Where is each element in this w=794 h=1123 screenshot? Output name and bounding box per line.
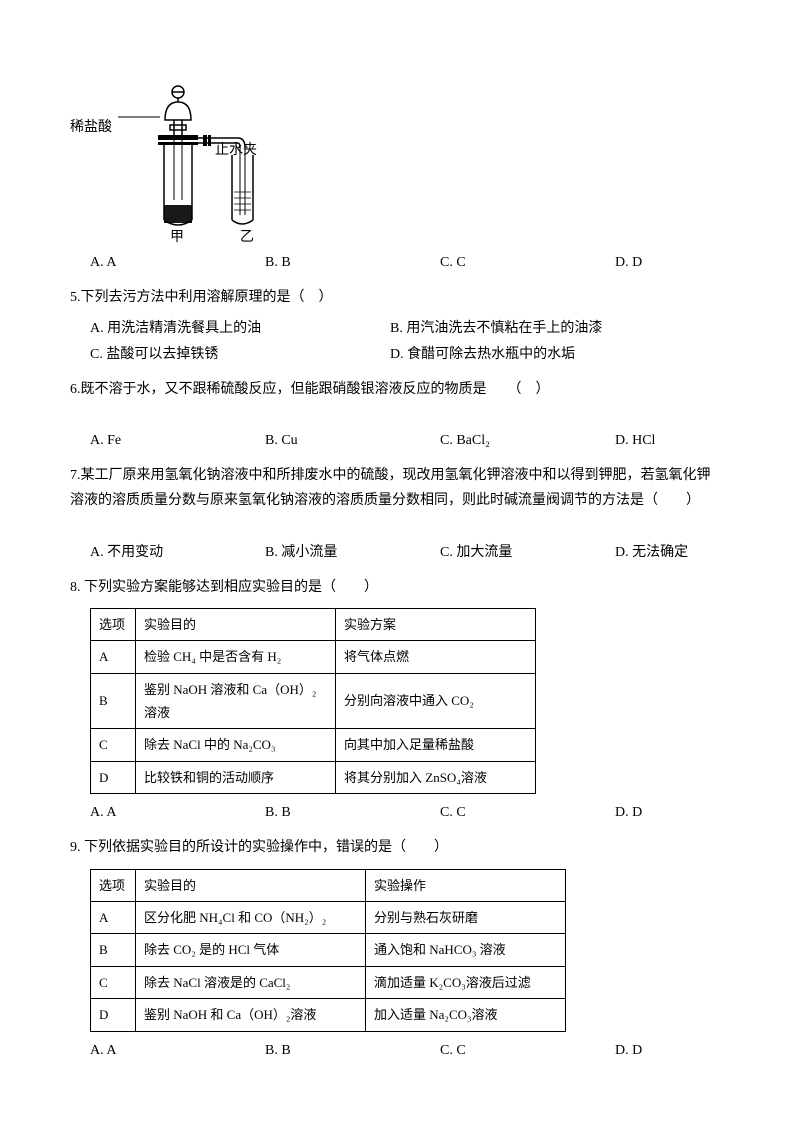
- label-yi: 乙: [240, 225, 254, 250]
- label-dilute-hcl: 稀盐酸: [70, 115, 112, 140]
- choice-b: B. B: [265, 250, 440, 275]
- q8-text: 8. 下列实验方案能够达到相应实验目的是（ ）: [70, 575, 724, 600]
- cell-opt: B: [91, 673, 136, 729]
- cell-method: 将其分别加入 ZnSO₄溶液: [336, 761, 536, 793]
- q9-table: 选项 实验目的 实验操作 A 区分化肥 NH₄Cl 和 CO（NH₂）₂ 分别与…: [90, 869, 566, 1032]
- cell-method: 向其中加入足量稀盐酸: [336, 729, 536, 761]
- cell-opt: A: [91, 901, 136, 933]
- cell-opt: B: [91, 934, 136, 966]
- header-purpose: 实验目的: [136, 869, 366, 901]
- cell-purpose: 除去 NaCl 溶液是的 CaCl₂: [136, 966, 366, 998]
- table-row: B 鉴别 NaOH 溶液和 Ca（OH）₂溶液 分别向溶液中通入 CO₂: [91, 673, 536, 729]
- cell-method: 分别与熟石灰研磨: [366, 901, 566, 933]
- choice-a: A. A: [90, 250, 265, 275]
- cell-method: 将气体点燃: [336, 641, 536, 673]
- cell-opt: D: [91, 999, 136, 1031]
- choice-c: C. C: [440, 800, 615, 825]
- apparatus-svg: [110, 80, 290, 240]
- cell-opt: C: [91, 966, 136, 998]
- question-5: 5.下列去污方法中利用溶解原理的是（ ） A. 用洗洁精清洗餐具上的油 B. 用…: [70, 285, 724, 367]
- header-purpose: 实验目的: [136, 608, 336, 640]
- table-row: C 除去 NaCl 溶液是的 CaCl₂ 滴加适量 K₂CO₃溶液后过滤: [91, 966, 566, 998]
- choice-c: C. C: [440, 1038, 615, 1063]
- choice-b: B. B: [265, 1038, 440, 1063]
- q8-table: 选项 实验目的 实验方案 A 检验 CH₄ 中是否含有 H₂ 将气体点燃 B 鉴…: [90, 608, 536, 794]
- q5-opt-a: A. 用洗洁精清洗餐具上的油: [90, 316, 390, 341]
- label-water-clip: 止水夹: [215, 138, 257, 163]
- cell-purpose: 区分化肥 NH₄Cl 和 CO（NH₂）₂: [136, 901, 366, 933]
- q6-text: 6.既不溶于水，又不跟稀硫酸反应，但能跟硝酸银溶液反应的物质是 （ ）: [70, 377, 724, 402]
- q5-opt-c: C. 盐酸可以去掉铁锈: [90, 342, 390, 367]
- choice-a: A. A: [90, 800, 265, 825]
- header-method: 实验方案: [336, 608, 536, 640]
- table-row: B 除去 CO₂ 是的 HCl 气体 通入饱和 NaHCO₃ 溶液: [91, 934, 566, 966]
- choice-c: C. C: [440, 250, 615, 275]
- table-row: 选项 实验目的 实验方案: [91, 608, 536, 640]
- cell-opt: A: [91, 641, 136, 673]
- choice-d: D. D: [615, 800, 735, 825]
- q6-opt-d: D. HCl: [615, 428, 735, 453]
- table-row: 选项 实验目的 实验操作: [91, 869, 566, 901]
- choice-b: B. B: [265, 800, 440, 825]
- table-row: D 鉴别 NaOH 和 Ca（OH）₂溶液 加入适量 Na₂CO₃溶液: [91, 999, 566, 1031]
- cell-purpose: 鉴别 NaOH 和 Ca（OH）₂溶液: [136, 999, 366, 1031]
- q6-opt-b: B. Cu: [265, 428, 440, 453]
- table-row: C 除去 NaCl 中的 Na₂CO₃ 向其中加入足量稀盐酸: [91, 729, 536, 761]
- cell-purpose: 比较铁和铜的活动顺序: [136, 761, 336, 793]
- cell-method: 通入饱和 NaHCO₃ 溶液: [366, 934, 566, 966]
- q5-opt-d: D. 食醋可除去热水瓶中的水垢: [390, 342, 724, 367]
- header-opt: 选项: [91, 608, 136, 640]
- cell-method: 滴加适量 K₂CO₃溶液后过滤: [366, 966, 566, 998]
- q7-text: 7.某工厂原来用氢氧化钠溶液中和所排废水中的硫酸，现改用氢氧化钾溶液中和以得到钾…: [70, 463, 724, 513]
- question-9: 9. 下列依据实验目的所设计的实验操作中，错误的是（ ） 选项 实验目的 实验操…: [70, 835, 724, 1062]
- q6-opt-c: C. BaCl₂: [440, 428, 615, 453]
- q4-choices: A. A B. B C. C D. D: [90, 250, 724, 275]
- cell-purpose: 除去 NaCl 中的 Na₂CO₃: [136, 729, 336, 761]
- cell-purpose: 检验 CH₄ 中是否含有 H₂: [136, 641, 336, 673]
- cell-purpose: 鉴别 NaOH 溶液和 Ca（OH）₂溶液: [136, 673, 336, 729]
- table-row: D 比较铁和铜的活动顺序 将其分别加入 ZnSO₄溶液: [91, 761, 536, 793]
- table-row: A 检验 CH₄ 中是否含有 H₂ 将气体点燃: [91, 641, 536, 673]
- q7-opt-d: D. 无法确定: [615, 540, 735, 565]
- q7-opt-c: C. 加大流量: [440, 540, 615, 565]
- q5-text: 5.下列去污方法中利用溶解原理的是（ ）: [70, 285, 724, 310]
- apparatus-diagram: 稀盐酸 止水夹 甲 乙: [70, 60, 724, 240]
- q7-opt-b: B. 减小流量: [265, 540, 440, 565]
- label-jia: 甲: [170, 225, 184, 250]
- header-opt: 选项: [91, 869, 136, 901]
- q9-text: 9. 下列依据实验目的所设计的实验操作中，错误的是（ ）: [70, 835, 724, 860]
- question-6: 6.既不溶于水，又不跟稀硫酸反应，但能跟硝酸银溶液反应的物质是 （ ） A. F…: [70, 377, 724, 453]
- question-8: 8. 下列实验方案能够达到相应实验目的是（ ） 选项 实验目的 实验方案 A 检…: [70, 575, 724, 826]
- choice-d: D. D: [615, 1038, 735, 1063]
- choice-a: A. A: [90, 1038, 265, 1063]
- cell-method: 分别向溶液中通入 CO₂: [336, 673, 536, 729]
- choice-d: D. D: [615, 250, 735, 275]
- q7-opt-a: A. 不用变动: [90, 540, 265, 565]
- cell-purpose: 除去 CO₂ 是的 HCl 气体: [136, 934, 366, 966]
- q6-opt-a: A. Fe: [90, 428, 265, 453]
- q5-opt-b: B. 用汽油洗去不慎粘在手上的油漆: [390, 316, 724, 341]
- question-7: 7.某工厂原来用氢氧化钠溶液中和所排废水中的硫酸，现改用氢氧化钾溶液中和以得到钾…: [70, 463, 724, 565]
- header-method: 实验操作: [366, 869, 566, 901]
- cell-opt: D: [91, 761, 136, 793]
- cell-opt: C: [91, 729, 136, 761]
- table-row: A 区分化肥 NH₄Cl 和 CO（NH₂）₂ 分别与熟石灰研磨: [91, 901, 566, 933]
- cell-method: 加入适量 Na₂CO₃溶液: [366, 999, 566, 1031]
